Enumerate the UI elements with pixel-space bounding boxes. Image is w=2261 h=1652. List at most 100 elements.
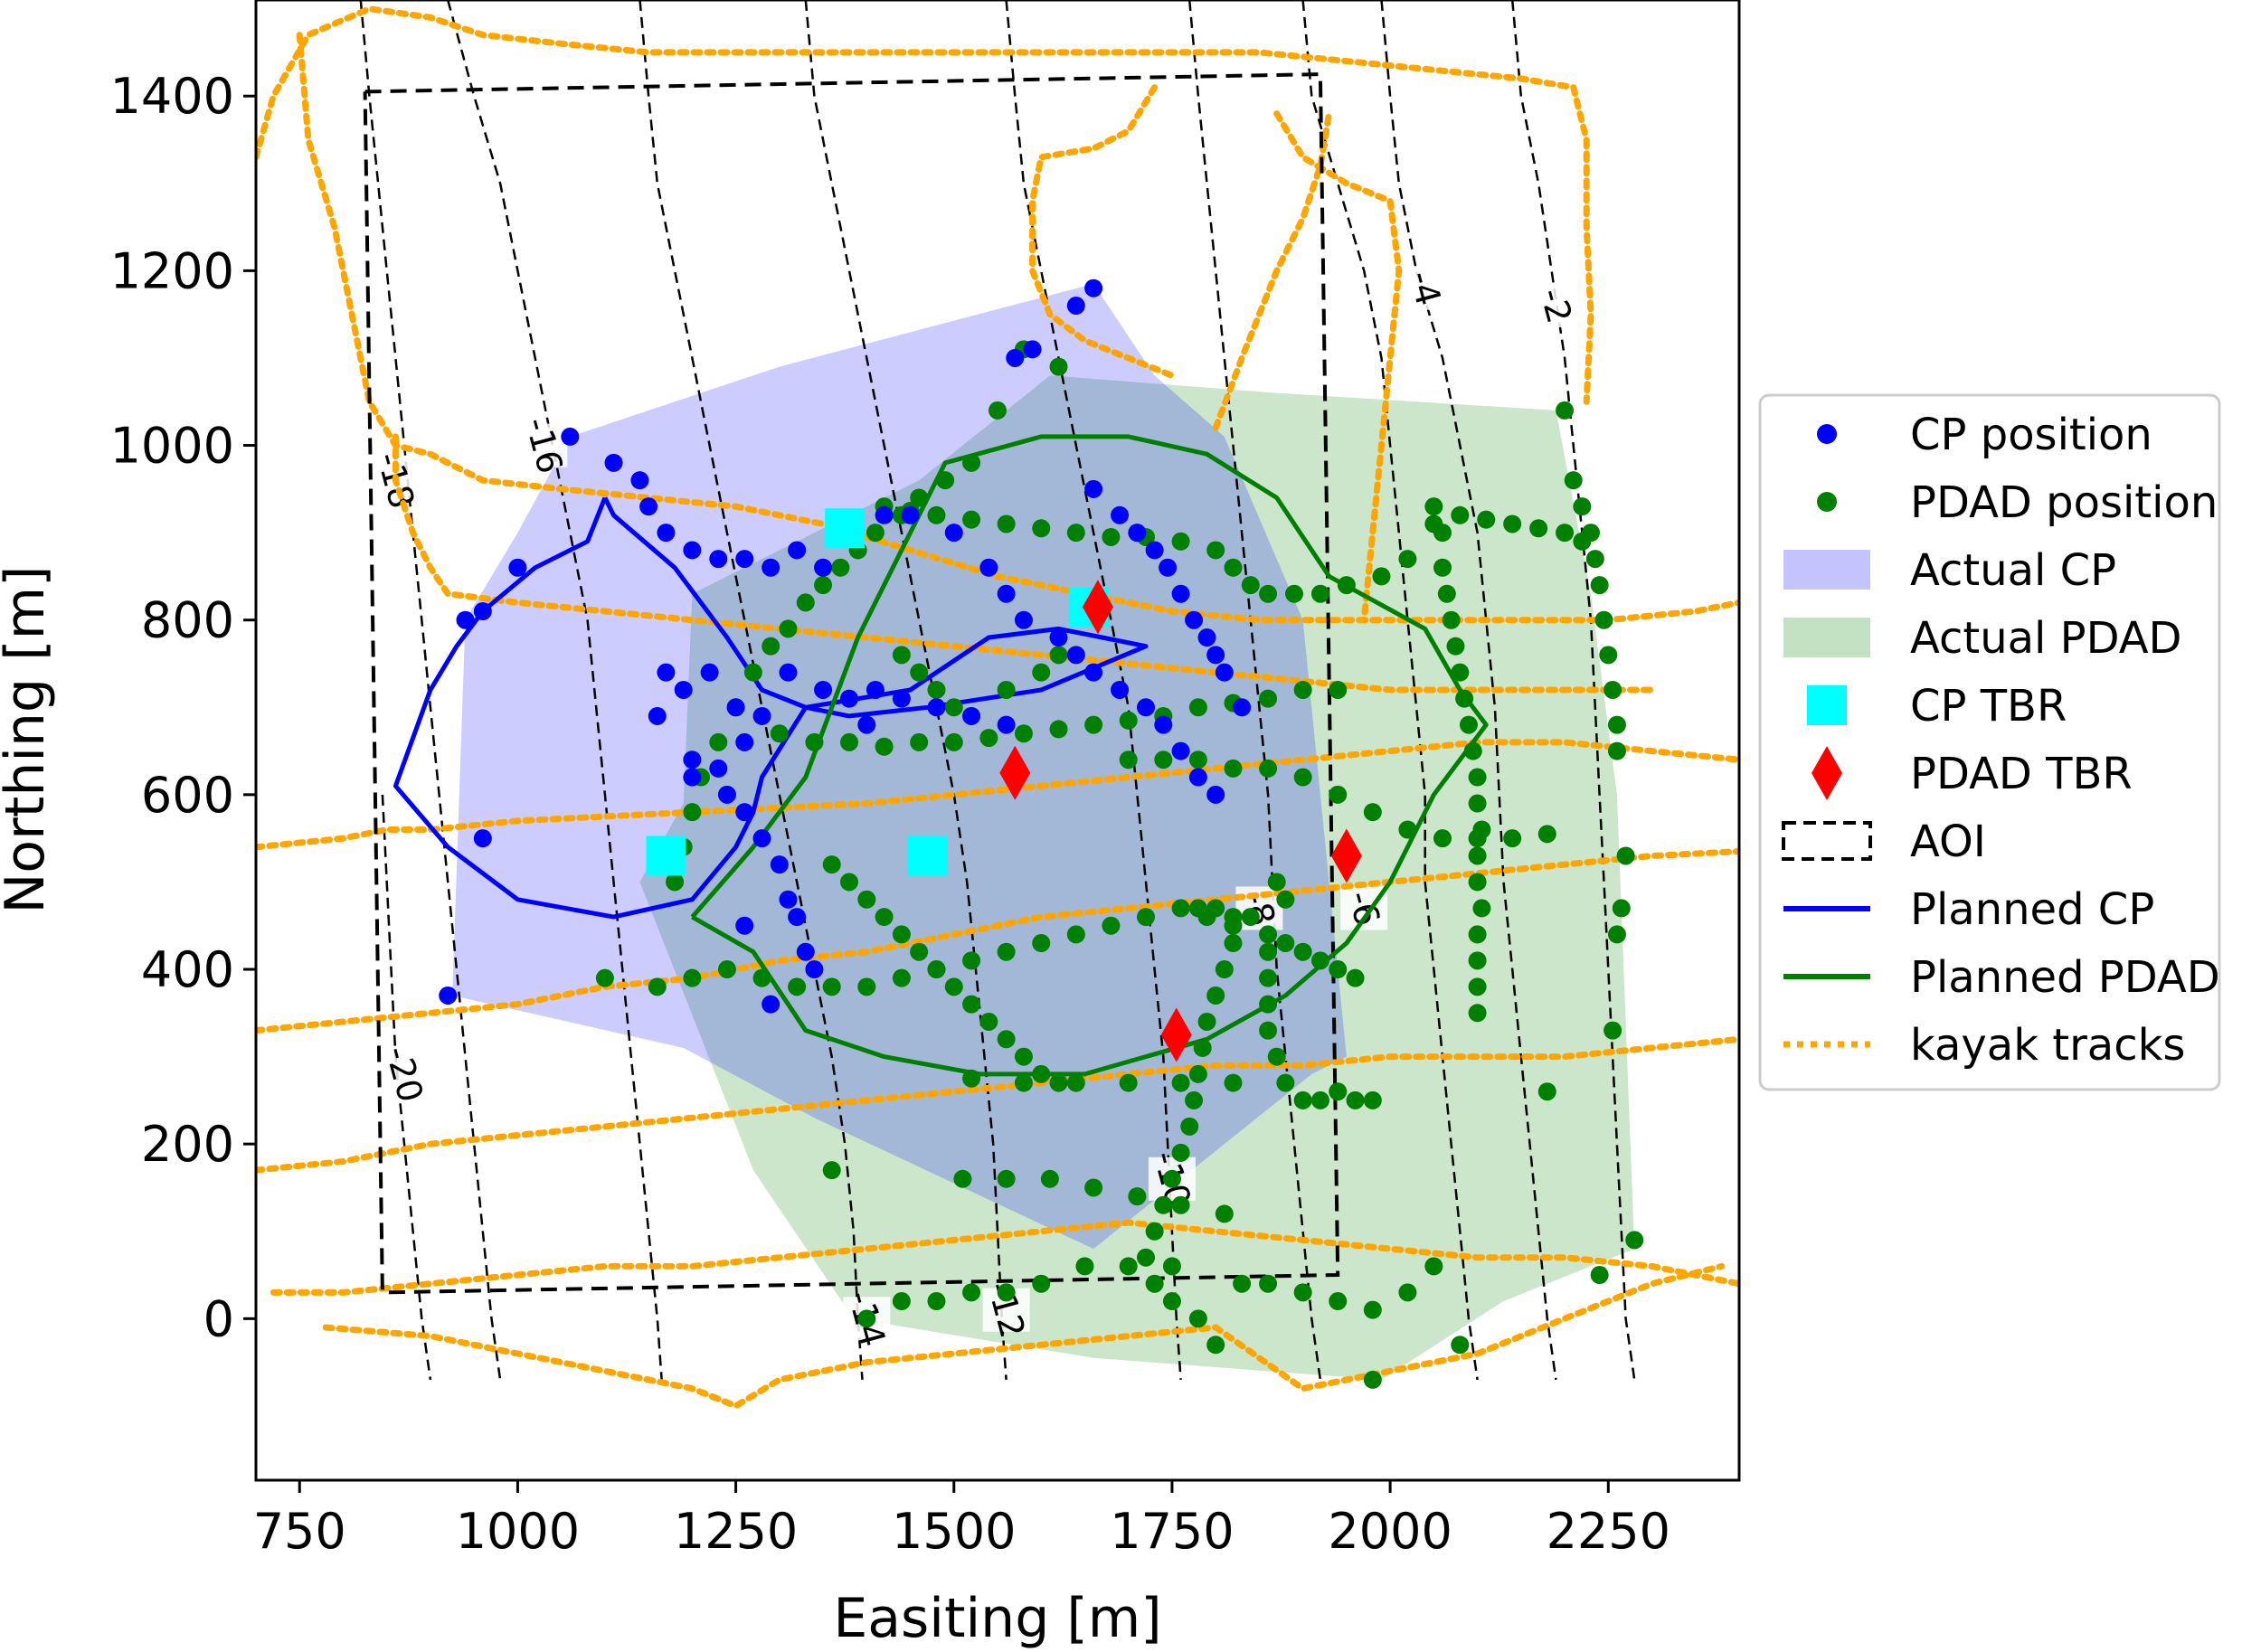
pdad-position-point <box>1451 663 1470 682</box>
pdad-position-point <box>1032 663 1051 682</box>
cp-position-point <box>1185 610 1204 629</box>
pdad-position-point <box>1503 829 1522 848</box>
kayak-track-3 <box>256 739 1739 851</box>
pdad-position-point <box>979 1012 998 1031</box>
pdad-position-point <box>1224 1073 1243 1092</box>
pdad-position-point <box>1293 942 1312 961</box>
pdad-position-point <box>1241 908 1260 927</box>
pdad-position-point <box>1398 550 1417 569</box>
pdad-position-point <box>743 663 762 682</box>
cp-position-point <box>1233 698 1252 717</box>
pdad-position-point <box>1529 519 1548 538</box>
cp-position-point <box>770 855 789 874</box>
pdad-position-point <box>1014 724 1033 743</box>
pdad-position-point <box>997 1169 1016 1188</box>
y-tick-label: 600 <box>141 767 234 824</box>
cp-position-point <box>1154 715 1173 734</box>
pdad-position-point <box>1285 584 1303 603</box>
pdad-position-point <box>1276 890 1295 909</box>
cp-position-point <box>1084 479 1103 498</box>
cp-position-point <box>1049 628 1068 647</box>
pdad-position-point <box>1329 960 1348 979</box>
pdad-position-point <box>989 401 1007 420</box>
pdad-position-point <box>666 873 685 892</box>
pdad-position-point <box>1446 637 1465 656</box>
pdad-position-point <box>1477 510 1496 529</box>
cp-position-point <box>1014 610 1033 629</box>
cp-position-point <box>604 453 623 472</box>
pdad-position-point <box>1468 846 1487 865</box>
pdad-position-point <box>1066 524 1085 543</box>
pdad-position-point <box>1433 558 1452 577</box>
cp-position-point <box>805 960 824 979</box>
pdad-position-point <box>1537 1082 1556 1101</box>
pdad-position-point <box>1310 584 1329 603</box>
cp-position-point <box>866 680 885 699</box>
pdad-position-point <box>1468 1004 1487 1023</box>
legend-marker <box>1817 424 1837 444</box>
pdad-position-point <box>1188 698 1207 717</box>
pdad-position-point <box>1585 550 1604 569</box>
depth-contour-8 <box>1380 0 1557 1381</box>
pdad-position-point <box>1032 1064 1051 1083</box>
cp-position-point <box>709 759 728 778</box>
planned-cp-line <box>393 496 1149 920</box>
x-tick-label: 1000 <box>456 1503 580 1560</box>
plot-area: -20-18-16-14-12-10-8-6-4-2 <box>256 0 1739 1410</box>
y-axis-ticks: 0 200 400 600 800 1000 1200 1400 <box>110 68 256 1347</box>
x-tick-label: 2250 <box>1547 1503 1670 1560</box>
pdad-position-point <box>1590 1266 1609 1285</box>
cp-position-point <box>561 427 580 446</box>
pdad-position-point <box>1049 357 1068 376</box>
pdad-position-point <box>997 1283 1016 1302</box>
cp-position-point <box>630 471 649 490</box>
pdad-position-point <box>1424 1257 1443 1276</box>
legend-entry: Planned CP <box>1783 884 2154 935</box>
pdad-position-point <box>1267 873 1286 892</box>
cp-position-point <box>944 524 963 543</box>
pdad-position-point <box>1442 610 1461 629</box>
cp-position-point <box>1006 348 1025 367</box>
actual-cp-area <box>452 283 1347 1250</box>
cp-position-point <box>683 768 702 787</box>
pdad-position-point <box>979 729 998 748</box>
pdad-position-point <box>1293 1283 1312 1302</box>
cp-tbr-marker <box>907 835 948 876</box>
kayak-track-7 <box>322 1262 1726 1410</box>
pdad-position-point <box>1215 960 1234 979</box>
pdad-position-point <box>1503 514 1522 533</box>
tbr-layer <box>646 508 1362 1062</box>
contour-label-bg <box>1532 284 1580 328</box>
legend-entry: CP TBR <box>1807 681 2067 732</box>
pdad-position-point <box>683 803 702 822</box>
pdad-position-point <box>1171 1073 1190 1092</box>
pdad-position-point <box>762 637 780 656</box>
pdad-position-point <box>1329 1292 1348 1311</box>
pdad-position-point <box>1599 646 1618 665</box>
pdad-position-point <box>1137 908 1155 927</box>
depth-contour-1 <box>359 0 502 1381</box>
cp-position-point <box>814 558 833 577</box>
cp-position-point <box>700 663 719 682</box>
legend-entry: kayak tracks <box>1783 1020 2185 1071</box>
pdad-position-point <box>1119 1257 1138 1276</box>
pdad-position-point <box>1329 680 1348 699</box>
pdad-position-point <box>1188 750 1207 769</box>
pdad-position-point <box>1119 1073 1138 1092</box>
pdad-position-point <box>822 977 841 996</box>
cp-position-point <box>814 680 833 699</box>
pdad-position-point <box>910 488 929 507</box>
pdad-position-point <box>1171 1195 1190 1214</box>
cp-position-point <box>857 715 876 734</box>
legend-box <box>1758 393 2221 1091</box>
cp-position-point <box>717 785 736 804</box>
pdad-position-point <box>1119 711 1138 730</box>
pdad-position-point <box>1372 567 1391 586</box>
cp-position-point <box>1084 663 1103 682</box>
y-tick-label: 800 <box>141 592 234 649</box>
x-tick-label: 1500 <box>892 1503 1016 1560</box>
contour-label-bg <box>1401 266 1449 310</box>
pdad-tbr-marker <box>1330 828 1362 883</box>
pdad-position-point <box>1040 1169 1059 1188</box>
pdad-position-point <box>1337 576 1356 595</box>
